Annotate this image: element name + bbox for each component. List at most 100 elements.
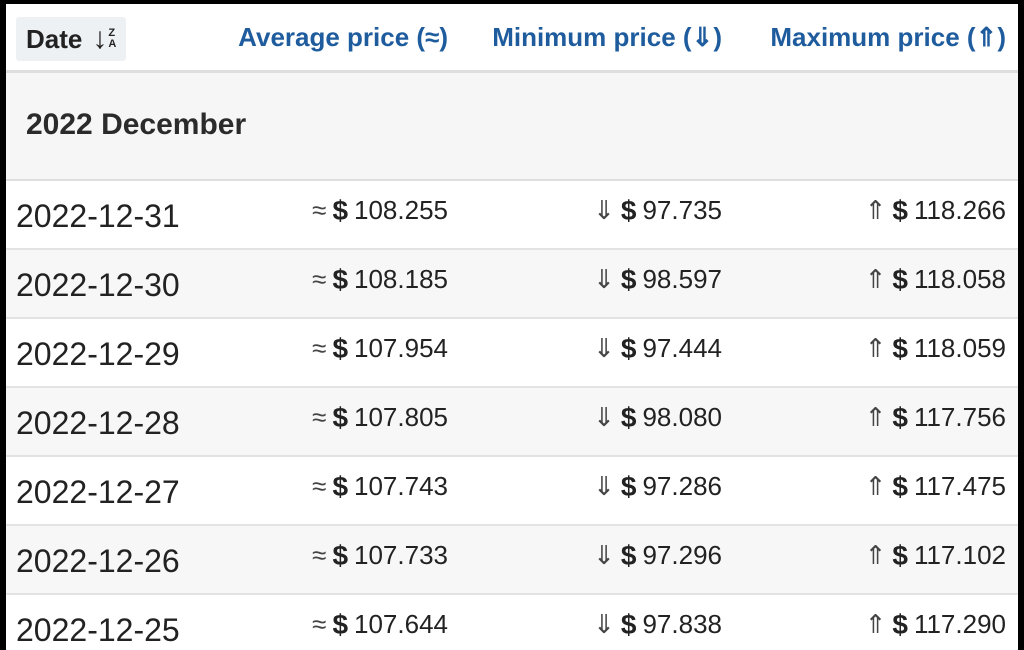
sort-descending-icon[interactable]: ↓ Z A [92, 24, 116, 54]
sort-a-glyph: A [108, 38, 117, 50]
minimum-price-value: 98.080 [642, 402, 722, 432]
row-maximum-price: ⇑ $118.059 [865, 315, 1006, 382]
maximum-price-column-header[interactable]: Maximum price (⇑) [770, 21, 1006, 52]
average-price-column-header[interactable]: Average price (≈) [238, 21, 448, 52]
minimum-price-value: 97.296 [642, 540, 722, 570]
row-minimum-price: ⇓ $98.597 [593, 246, 722, 313]
row-average-price: ≈ $107.743 [312, 453, 448, 520]
table-row: 2022-12-31 ≈ $108.255 ⇓ $97.735 ⇑ $118.266 [6, 181, 1018, 250]
dollar-icon: $ [332, 539, 349, 571]
table-row: 2022-12-29 ≈ $107.954 ⇓ $97.444 ⇑ $118.059 [6, 319, 1018, 388]
table-row: 2022-12-26 ≈ $107.733 ⇓ $97.296 ⇑ $117.102 [6, 526, 1018, 595]
minimum-price-value: 97.286 [642, 471, 722, 501]
minimum-price-value: 97.735 [642, 195, 722, 225]
approx-icon: ≈ [312, 471, 327, 501]
row-minimum-price: ⇓ $97.735 [593, 177, 722, 244]
double-up-arrow-icon: ⇑ [864, 264, 887, 294]
dollar-icon: $ [892, 470, 908, 502]
dollar-icon: $ [892, 194, 908, 226]
table-row: 2022-12-25 ≈ $107.644 ⇓ $97.838 ⇑ $117.290 [6, 595, 1018, 650]
table-header: Date ↓ Z A Average price (≈) Minimum pri… [6, 4, 1018, 73]
double-down-arrow-icon: ⇓ [593, 609, 615, 639]
sort-z-glyph: Z [108, 27, 116, 39]
row-minimum-price: ⇓ $97.838 [593, 591, 722, 650]
row-maximum-price: ⇑ $117.475 [865, 453, 1006, 520]
dollar-icon: $ [332, 194, 349, 226]
dollar-icon: $ [892, 263, 908, 295]
average-price-value: 108.255 [354, 195, 448, 225]
dollar-icon: $ [332, 332, 349, 364]
maximum-price-value: 117.475 [913, 471, 1006, 501]
dollar-icon: $ [332, 470, 349, 502]
average-price-value: 107.954 [354, 333, 448, 363]
dollar-icon: $ [332, 608, 349, 640]
dollar-icon: $ [892, 332, 908, 364]
average-price-value: 107.805 [354, 402, 448, 432]
double-down-arrow-icon: ⇓ [593, 195, 615, 225]
row-minimum-price: ⇓ $97.286 [593, 453, 722, 520]
average-price-value: 107.644 [354, 609, 448, 639]
row-average-price: ≈ $108.255 [312, 177, 448, 244]
row-date: 2022-12-29 [16, 336, 180, 372]
month-group-header: 2022 December [6, 73, 1018, 181]
maximum-price-value: 118.266 [913, 195, 1006, 225]
row-date: 2022-12-26 [16, 543, 180, 579]
minimum-price-value: 97.838 [642, 609, 722, 639]
row-average-price: ≈ $108.185 [312, 246, 448, 313]
maximum-price-value: 118.058 [913, 264, 1006, 294]
approx-icon: ≈ [312, 609, 327, 639]
dollar-icon: $ [620, 470, 637, 502]
dollar-icon: $ [332, 263, 349, 295]
average-price-value: 107.743 [354, 471, 448, 501]
approx-icon: ≈ [312, 540, 327, 570]
row-average-price: ≈ $107.805 [312, 384, 448, 451]
row-average-price: ≈ $107.733 [312, 522, 448, 589]
date-header-label: Date [26, 23, 83, 54]
dollar-icon: $ [620, 401, 637, 433]
double-down-arrow-icon: ⇓ [593, 471, 615, 501]
average-price-value: 108.185 [354, 264, 448, 294]
double-up-arrow-icon: ⇑ [864, 402, 887, 432]
minimum-price-value: 97.444 [642, 333, 722, 363]
minimum-price-column-header[interactable]: Minimum price (⇓) [492, 21, 722, 52]
table-row: 2022-12-28 ≈ $107.805 ⇓ $98.080 ⇑ $117.756 [6, 388, 1018, 457]
row-minimum-price: ⇓ $97.444 [593, 315, 722, 382]
maximum-price-value: 117.756 [913, 402, 1006, 432]
approx-icon: ≈ [312, 264, 327, 294]
row-date: 2022-12-25 [16, 612, 180, 648]
price-table: Date ↓ Z A Average price (≈) Minimum pri… [6, 4, 1018, 650]
row-date: 2022-12-27 [16, 474, 180, 510]
approx-icon: ≈ [312, 333, 327, 363]
dollar-icon: $ [332, 401, 349, 433]
maximum-price-value: 117.102 [913, 540, 1006, 570]
dollar-icon: $ [892, 401, 908, 433]
double-up-arrow-icon: ⇑ [864, 540, 887, 570]
sort-arrow: ↓ [92, 22, 108, 55]
table-row: 2022-12-30 ≈ $108.185 ⇓ $98.597 ⇑ $118.058 [6, 250, 1018, 319]
row-maximum-price: ⇑ $117.102 [865, 522, 1006, 589]
row-date: 2022-12-28 [16, 405, 180, 441]
approx-icon: ≈ [312, 402, 327, 432]
month-title: 2022 December [26, 108, 247, 141]
dollar-icon: $ [620, 608, 637, 640]
dollar-icon: $ [620, 263, 637, 295]
dollar-icon: $ [892, 539, 908, 571]
row-average-price: ≈ $107.644 [312, 591, 448, 650]
maximum-price-value: 118.059 [913, 333, 1006, 363]
date-column-header[interactable]: Date ↓ Z A [16, 17, 127, 61]
double-down-arrow-icon: ⇓ [593, 333, 615, 363]
row-date: 2022-12-31 [16, 198, 180, 234]
maximum-price-value: 117.290 [913, 609, 1006, 639]
row-maximum-price: ⇑ $118.058 [865, 246, 1006, 313]
double-up-arrow-icon: ⇑ [864, 195, 887, 225]
approx-icon: ≈ [312, 195, 327, 225]
double-down-arrow-icon: ⇓ [593, 264, 615, 294]
row-minimum-price: ⇓ $98.080 [593, 384, 722, 451]
minimum-price-value: 98.597 [642, 264, 722, 294]
double-down-arrow-icon: ⇓ [593, 402, 615, 432]
table-body: 2022-12-31 ≈ $108.255 ⇓ $97.735 ⇑ $118.266 2022… [6, 181, 1018, 650]
double-up-arrow-icon: ⇑ [864, 471, 887, 501]
dollar-icon: $ [620, 332, 637, 364]
dollar-icon: $ [620, 194, 637, 226]
row-maximum-price: ⇑ $117.756 [865, 384, 1006, 451]
